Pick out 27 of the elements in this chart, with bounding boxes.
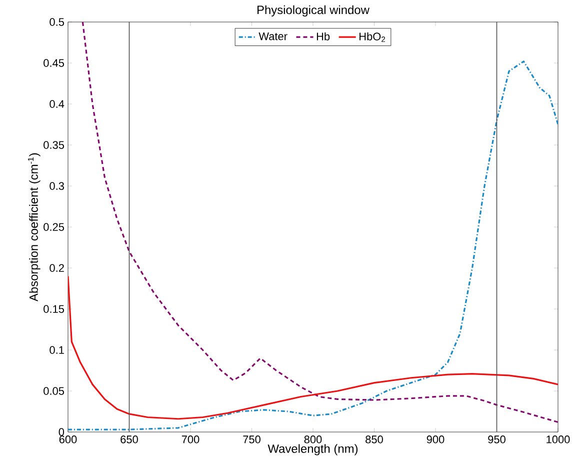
chart-title: Physiological window bbox=[258, 5, 370, 16]
y-tick-label: 0.4 bbox=[50, 100, 64, 108]
x-tick-label: 1000 bbox=[546, 436, 570, 444]
x-axis-title: Wavelength (nm) bbox=[268, 444, 358, 456]
x-tick-label: 900 bbox=[426, 436, 444, 444]
y-tick-label: 0.25 bbox=[44, 223, 64, 231]
x-tick-label: 650 bbox=[120, 436, 138, 444]
legend-label: HbO$_{2}$ bbox=[360, 32, 386, 42]
y-tick-label: 0.5 bbox=[50, 18, 64, 26]
y-tick-label: 0.35 bbox=[44, 141, 64, 149]
x-tick-label: 600 bbox=[59, 436, 77, 444]
y-axis-title: Absorption coefficient (cm$^{-1}$) bbox=[28, 153, 40, 302]
legend-label: Hb bbox=[316, 32, 330, 40]
x-tick-label: 950 bbox=[488, 436, 506, 444]
x-tick-label: 850 bbox=[366, 436, 383, 444]
y-tick-label: 0 bbox=[58, 428, 64, 436]
line-series bbox=[68, 275, 558, 420]
y-tick-label: 0.1 bbox=[50, 346, 64, 354]
x-tick-label: 800 bbox=[304, 436, 322, 444]
legend-label: Water bbox=[258, 32, 288, 40]
y-tick-label: 0.2 bbox=[50, 264, 64, 272]
y-tick-label: 0.15 bbox=[44, 305, 64, 313]
y-tick-label: 0.05 bbox=[44, 387, 64, 395]
x-tick-label: 750 bbox=[243, 436, 260, 444]
y-tick-label: 0.45 bbox=[44, 59, 64, 67]
x-tick-label: 700 bbox=[182, 436, 200, 444]
y-tick-label: 0.3 bbox=[50, 182, 64, 190]
